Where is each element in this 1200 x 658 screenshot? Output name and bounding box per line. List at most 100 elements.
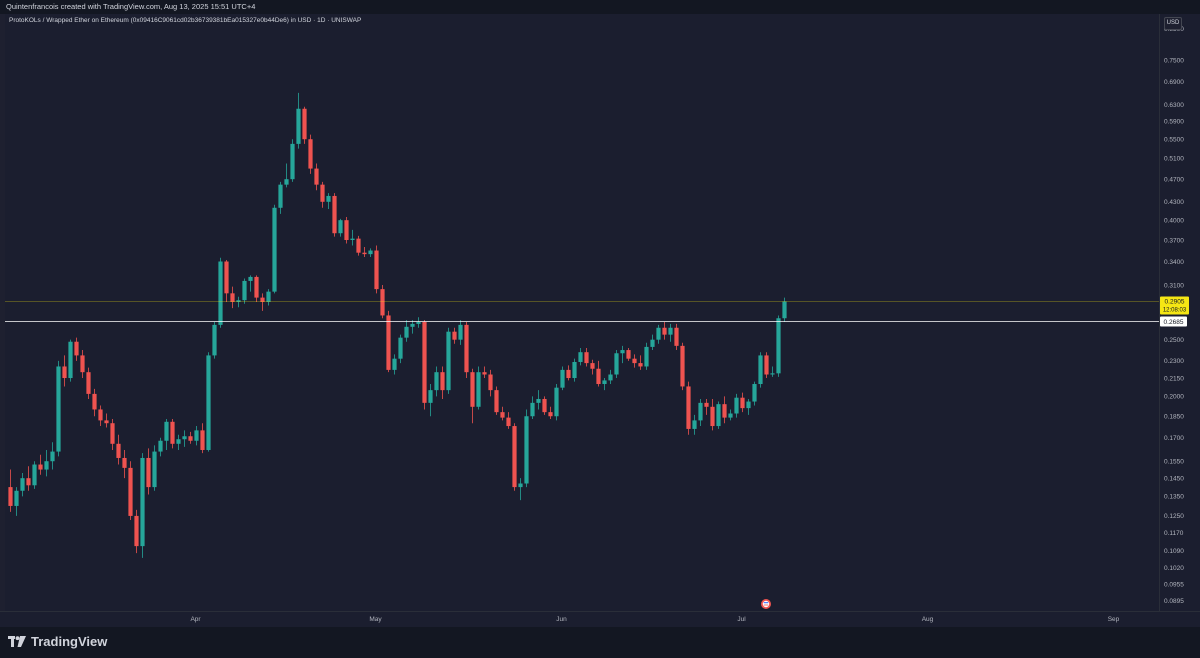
candle-body-up <box>758 355 763 385</box>
tradingview-logo[interactable]: TradingView <box>8 634 107 649</box>
candle-body-up <box>692 420 697 429</box>
candle <box>176 434 181 450</box>
chart-area[interactable] <box>5 14 1160 611</box>
candle-body-up <box>290 143 295 180</box>
currency-button[interactable]: USD <box>1164 17 1182 30</box>
candle-body-down <box>674 327 679 346</box>
candle <box>422 320 427 410</box>
candle-body-up <box>620 350 625 354</box>
candle <box>686 381 691 435</box>
candle-body-up <box>404 326 409 338</box>
candle <box>680 342 685 391</box>
candle-body-down <box>386 315 391 370</box>
candle-body-up <box>572 361 577 379</box>
tradingview-logo-icon <box>8 636 26 647</box>
candle <box>338 218 343 237</box>
time-tick-label: Apr <box>190 616 201 623</box>
price-tick-label: 0.1450 <box>1164 475 1184 482</box>
candle <box>350 229 355 246</box>
price-tick-label: 0.7500 <box>1164 58 1184 65</box>
price-tick-label: 0.5500 <box>1164 137 1184 144</box>
candle-body-up <box>14 490 19 506</box>
candle <box>62 355 67 387</box>
candle-body-up <box>608 374 613 381</box>
candle <box>500 406 505 421</box>
price-tick-label: 0.0895 <box>1164 598 1184 605</box>
candle <box>188 431 193 444</box>
candle-body-up <box>392 358 397 370</box>
price-tick-label: 0.3100 <box>1164 282 1184 289</box>
price-tick-label: 0.4300 <box>1164 199 1184 206</box>
candle <box>302 106 307 144</box>
candle <box>260 293 265 311</box>
candle <box>8 469 13 512</box>
symbol-title: ProtoKOLs / Wrapped Ether on Ethereum (0… <box>9 17 362 24</box>
candle-body-down <box>314 168 319 185</box>
price-tick-label: 0.5900 <box>1164 119 1184 126</box>
candle <box>440 366 445 399</box>
candle <box>728 409 733 421</box>
candle <box>368 248 373 258</box>
candle <box>386 310 391 373</box>
candle-body-down <box>254 276 259 298</box>
candle-body-down <box>590 363 595 369</box>
candle <box>14 487 19 516</box>
svg-text:0.2905: 0.2905 <box>1165 298 1185 305</box>
candle <box>254 275 259 302</box>
price-tick-label: 0.1350 <box>1164 494 1184 501</box>
top-bar <box>0 0 1200 14</box>
candle <box>656 324 661 344</box>
candle-body-up <box>416 322 421 324</box>
price-tick-label: 0.1250 <box>1164 513 1184 520</box>
candle <box>404 320 409 342</box>
candle <box>692 414 697 435</box>
price-tick-label: 0.1020 <box>1164 565 1184 572</box>
candle-body-down <box>170 421 175 444</box>
candle-body-up <box>746 401 751 409</box>
candle-body-down <box>440 372 445 391</box>
candle-body-down <box>422 322 427 403</box>
candle <box>194 426 199 446</box>
candle <box>566 365 571 381</box>
candle <box>140 453 145 558</box>
candle-body-down <box>110 423 115 444</box>
candle-body-down <box>764 355 769 375</box>
candle-body-up <box>614 353 619 375</box>
time-tick-label: May <box>369 616 382 623</box>
candle-body-down <box>542 398 547 413</box>
candle-body-down <box>86 372 91 394</box>
candle <box>578 347 583 366</box>
us-flag-icon[interactable] <box>761 599 771 609</box>
candle-body-up <box>578 352 583 362</box>
time-tick-label: Aug <box>922 616 934 623</box>
candle <box>326 193 331 209</box>
candle-body-up <box>20 478 25 491</box>
candle-body-up <box>194 430 199 441</box>
time-axis[interactable] <box>0 611 1200 628</box>
candle <box>320 181 325 208</box>
candle <box>332 193 337 237</box>
candles <box>8 92 787 558</box>
candle-body-down <box>8 487 13 506</box>
candle-body-down <box>632 358 637 364</box>
candle <box>50 442 55 470</box>
candle <box>476 366 481 410</box>
candle-body-down <box>566 369 571 379</box>
candle <box>626 347 631 361</box>
candle-body-up <box>164 421 169 441</box>
candle-body-up <box>278 184 283 208</box>
candle <box>182 430 187 447</box>
candle <box>272 204 277 294</box>
candle <box>206 352 211 452</box>
candle <box>452 327 457 344</box>
svg-text:0.2685: 0.2685 <box>1164 319 1184 326</box>
candle-body-up <box>770 373 775 375</box>
candle <box>716 401 721 429</box>
price-tick-label: 0.2000 <box>1164 394 1184 401</box>
candle-body-down <box>74 341 79 356</box>
candle-body-up <box>152 451 157 488</box>
candle-body-down <box>224 261 229 294</box>
candle <box>410 320 415 334</box>
candle-body-up <box>50 451 55 462</box>
candle <box>278 181 283 214</box>
